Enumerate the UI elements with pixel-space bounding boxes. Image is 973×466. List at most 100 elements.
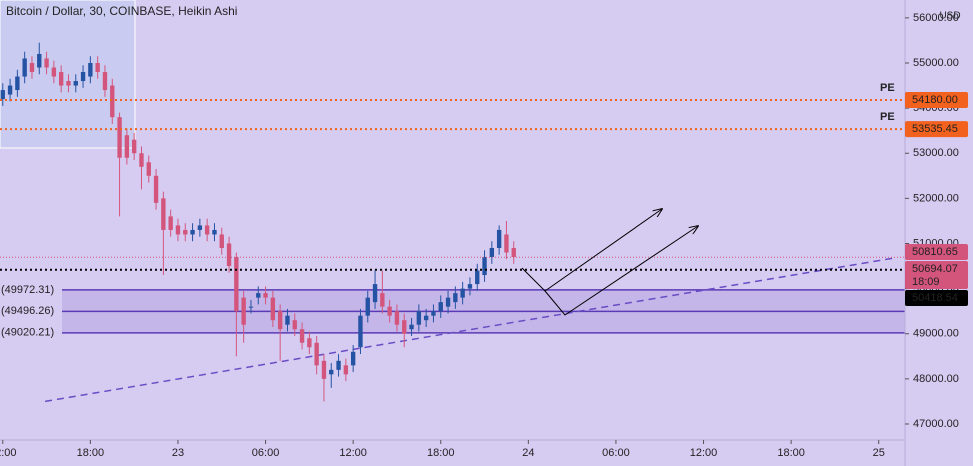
candle-body — [219, 234, 224, 248]
candle-body — [321, 360, 327, 379]
candle-body — [197, 225, 203, 230]
zone-label: (49020.21) — [1, 327, 54, 339]
candle-body — [431, 311, 436, 316]
candle-body — [365, 297, 370, 316]
candle-body — [496, 229, 502, 248]
candle-body — [409, 324, 414, 330]
candle-body — [146, 162, 151, 176]
candle-body — [263, 293, 268, 298]
candle-body — [37, 53, 42, 68]
candle-body — [139, 153, 144, 167]
candle-body — [58, 72, 64, 86]
x-tick-label: 12:00 — [0, 447, 17, 459]
candle-body — [102, 72, 108, 91]
x-tick-label: 12:00 — [690, 447, 718, 459]
candle-body — [241, 297, 246, 325]
candle-body — [329, 369, 334, 375]
price-label: 50694.07 — [912, 263, 958, 275]
x-tick-label: 24 — [522, 447, 534, 459]
candle-body — [0, 90, 5, 100]
candle-body — [124, 135, 130, 158]
candle-body — [183, 229, 188, 235]
candle-body — [343, 365, 349, 375]
arrow — [544, 226, 698, 316]
candle-body — [489, 247, 495, 258]
candle-body — [475, 270, 480, 285]
candle-body — [453, 293, 458, 303]
candle-body — [131, 139, 137, 154]
candle-body — [482, 257, 487, 276]
candle-body — [445, 297, 451, 307]
candle-body — [511, 247, 516, 258]
candle-body — [44, 58, 49, 68]
level-name: PE — [880, 82, 895, 94]
candle-body — [256, 293, 261, 298]
candle-body — [51, 67, 57, 77]
candle-body — [175, 225, 181, 235]
candle-body — [307, 338, 312, 348]
candle-body — [204, 225, 210, 235]
candle-body — [73, 81, 78, 86]
candle-body — [380, 293, 385, 307]
candle-body — [438, 302, 443, 312]
candle-body — [153, 175, 159, 203]
candle-body — [226, 243, 232, 267]
x-tick-label: 23 — [172, 447, 184, 459]
candle-body — [387, 306, 392, 316]
candle-body — [110, 85, 115, 118]
candle-body — [350, 351, 356, 366]
candle-body — [292, 320, 297, 330]
candle-body — [372, 284, 378, 303]
price-label-box — [905, 261, 968, 290]
candle-body — [190, 229, 195, 235]
y-tick-label: 52000.00 — [913, 192, 959, 204]
x-tick-label: 18:00 — [77, 447, 105, 459]
candle-body — [7, 85, 13, 95]
x-tick-label: 06:00 — [252, 447, 280, 459]
zone-label: (49496.26) — [1, 305, 54, 317]
candle-body — [117, 117, 122, 158]
candle-body — [336, 360, 341, 370]
y-tick-label: 49000.00 — [913, 328, 959, 340]
candle-body — [80, 72, 86, 82]
candle-body — [402, 320, 407, 334]
y-tick-label: 48000.00 — [913, 373, 959, 385]
highlight-box — [0, 0, 136, 149]
x-tick-label: 18:00 — [427, 447, 455, 459]
y-tick-label: 47000.00 — [913, 418, 959, 430]
candle-body — [416, 311, 422, 325]
candle-body — [423, 315, 429, 321]
y-tick-label: 55000.00 — [913, 57, 959, 69]
candle-body — [467, 284, 473, 289]
candle-body — [212, 229, 217, 235]
candle-body — [394, 311, 400, 325]
currency: USD — [939, 11, 960, 22]
candle-body — [460, 288, 465, 298]
price-label: 54180.00 — [912, 94, 958, 106]
price-label: 50418.54 — [912, 292, 958, 304]
x-tick-label: 18:00 — [777, 447, 805, 459]
price-label-box — [905, 121, 968, 138]
candle-body — [168, 216, 173, 230]
candle-body — [504, 234, 509, 253]
candle-body — [358, 315, 363, 348]
level-name: PE — [880, 111, 895, 123]
countdown: 18:09 — [912, 276, 940, 288]
candle-body — [285, 315, 290, 325]
candle-body — [22, 58, 27, 77]
candle-body — [270, 297, 276, 321]
x-tick-label: 25 — [873, 447, 885, 459]
x-tick-label: 06:00 — [602, 447, 630, 459]
candle-body — [95, 62, 100, 73]
price-label: 53535.45 — [912, 123, 958, 135]
candle-body — [234, 257, 239, 312]
plot-area — [0, 42, 905, 403]
candle-body — [66, 81, 71, 86]
candle-body — [29, 62, 35, 73]
price-label-box — [905, 244, 968, 261]
candle-body — [277, 311, 283, 330]
y-tick-label: 56000.00 — [913, 12, 959, 24]
candle-body — [314, 342, 319, 366]
